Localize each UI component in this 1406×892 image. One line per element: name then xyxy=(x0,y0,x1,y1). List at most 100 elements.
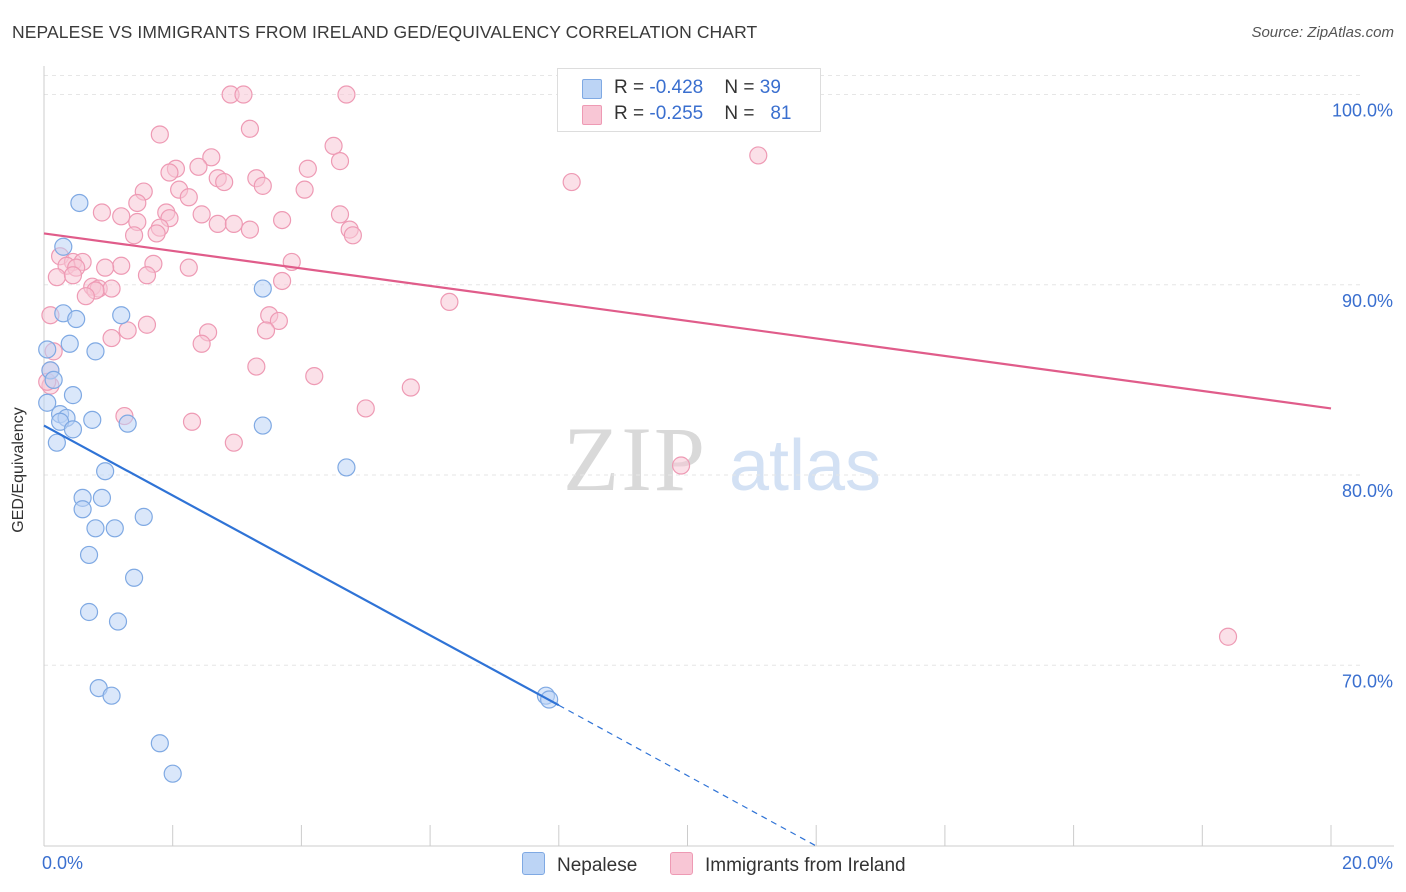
ireland-point xyxy=(208,214,227,234)
ireland-point xyxy=(96,258,115,277)
ireland-point xyxy=(305,366,324,386)
ireland-point xyxy=(272,271,292,291)
correlation-legend: R = -0.428 N = 39 R = -0.255 N = 81 xyxy=(557,68,821,132)
ireland-point xyxy=(179,188,198,207)
ireland-point xyxy=(124,226,144,245)
legend-n-value: 39 xyxy=(759,77,781,98)
ireland-point xyxy=(182,412,202,431)
ireland-point xyxy=(298,159,317,178)
ireland-point xyxy=(192,205,211,224)
legend-n-label: N = xyxy=(724,77,760,98)
ireland-point xyxy=(240,220,260,239)
ireland-point xyxy=(330,152,350,171)
legend-n-label: N = xyxy=(724,103,760,124)
nepalese-point xyxy=(134,507,153,526)
ireland-point xyxy=(295,180,314,199)
ireland-point xyxy=(253,176,272,195)
bottom-legend-ireland: Immigrants from Ireland xyxy=(670,852,906,877)
ireland-point xyxy=(76,287,95,306)
nepalese-trend-line xyxy=(43,424,560,707)
nepalese-point xyxy=(73,500,92,519)
nepalese-point xyxy=(67,309,86,329)
nepalese-point xyxy=(54,237,73,256)
ireland-point xyxy=(224,214,243,234)
ireland-point xyxy=(215,172,234,192)
nepalese-point xyxy=(96,462,115,481)
ireland-point xyxy=(343,226,362,245)
ireland-point xyxy=(202,148,221,167)
ireland-point xyxy=(256,321,276,340)
nepalese-point xyxy=(124,568,144,587)
ireland-point xyxy=(269,311,288,331)
ireland-point xyxy=(749,146,768,165)
x-tick-label-max: 20.0% xyxy=(1342,853,1393,873)
ireland-point xyxy=(47,268,66,287)
legend-r-label: R = xyxy=(614,103,650,124)
watermark-atlas: atlas xyxy=(729,426,881,506)
nepalese-point xyxy=(337,458,356,477)
legend-r-value: -0.255 xyxy=(649,103,704,124)
nepalese-point xyxy=(253,416,272,435)
nepalese-point xyxy=(47,433,66,452)
ireland-point xyxy=(1218,627,1238,646)
x-tick-label-min: 0.0% xyxy=(42,853,83,873)
ireland-point xyxy=(192,334,211,353)
ireland-point xyxy=(562,172,581,192)
ireland-point xyxy=(356,399,375,418)
nepalese-point xyxy=(105,519,124,538)
ireland-point xyxy=(179,258,198,277)
points-layer xyxy=(38,85,1238,783)
nepalese-point xyxy=(79,545,99,565)
ireland-point xyxy=(102,328,121,348)
nepalese-point xyxy=(108,612,128,631)
nepalese-point xyxy=(79,602,99,622)
legend-text-nepalese: R = -0.428 N = 39 xyxy=(614,77,781,99)
ireland-point xyxy=(337,85,356,104)
y-tick-label: 80.0% xyxy=(1342,481,1393,501)
nepalese-point xyxy=(86,519,105,538)
nepalese-point xyxy=(163,764,182,783)
ireland-point xyxy=(150,125,169,144)
ireland-point xyxy=(112,207,131,226)
ireland-point xyxy=(671,456,691,475)
axis-layer: 70.0% 80.0% 90.0% 100.0% 0.0% 20.0% xyxy=(42,66,1394,873)
nepalese-point xyxy=(44,370,63,390)
ireland-point xyxy=(118,321,137,340)
nepalese-point xyxy=(253,279,272,298)
nepalese-point xyxy=(38,393,57,412)
nepalese-point xyxy=(60,334,79,353)
y-tick-label: 90.0% xyxy=(1342,291,1393,311)
ireland-point xyxy=(234,85,253,104)
ireland-point xyxy=(247,357,266,376)
bottom-legend-label-nepalese: Nepalese xyxy=(557,855,638,876)
ireland-point xyxy=(137,315,157,334)
nepalese-point xyxy=(86,342,105,361)
nepalese-point xyxy=(102,686,121,705)
ireland-point xyxy=(128,193,147,213)
legend-text-ireland: R = -0.255 N = 81 xyxy=(614,103,791,125)
y-tick-label: 70.0% xyxy=(1342,671,1393,691)
ireland-point xyxy=(92,203,112,222)
nepalese-point xyxy=(38,340,57,359)
ireland-point xyxy=(272,210,292,230)
nepalese-point xyxy=(150,734,169,753)
ireland-point xyxy=(147,224,166,243)
ireland-point xyxy=(112,256,131,275)
bottom-legend-swatch-ireland xyxy=(670,852,693,875)
y-tick-label: 100.0% xyxy=(1332,101,1393,121)
ireland-trend-line xyxy=(43,232,1332,410)
ireland-point xyxy=(63,266,83,285)
bottom-legend-label-ireland: Immigrants from Ireland xyxy=(705,855,906,876)
legend-swatch-ireland xyxy=(582,105,602,125)
ireland-point xyxy=(102,279,121,298)
ireland-point xyxy=(324,136,343,156)
ireland-point xyxy=(224,433,243,452)
grid-layer xyxy=(44,75,1361,666)
bottom-legend-swatch-nepalese xyxy=(522,852,545,875)
legend-n-value: 81 xyxy=(770,103,792,124)
ireland-point xyxy=(330,205,350,224)
ireland-point xyxy=(240,119,260,138)
ireland-point xyxy=(401,378,420,397)
nepalese-point xyxy=(83,410,102,429)
